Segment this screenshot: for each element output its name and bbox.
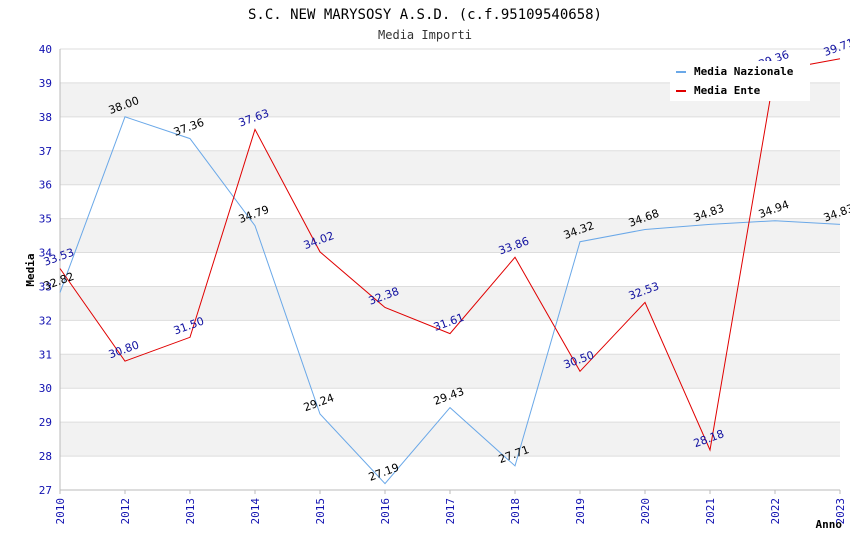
x-tick-label: 2014 [249,498,262,525]
y-tick-label: 35 [39,213,52,226]
x-tick-label: 2017 [444,498,457,525]
data-label: 37.36 [172,116,206,139]
x-tick-labels: 2010 2012 2013 2014 2015 2016 2017 2018 2019 2020… [54,498,847,525]
legend-box [670,61,810,101]
y-tick-label: 33 [39,280,52,293]
legend-label-media-nazionale: Media Nazionale [694,65,794,78]
chart-title: S.C. NEW MARYSOSY A.S.D. (c.f.9510954065… [248,7,602,23]
x-tick-label: 2013 [184,498,197,525]
y-tick-label: 27 [39,484,52,497]
y-tick-label: 28 [39,450,52,463]
grid-band [60,286,840,321]
y-tick-label: 38 [39,111,52,124]
data-label: 34.94 [757,198,791,221]
x-tick-label: 2019 [574,498,587,525]
y-tick-label: 39 [39,77,52,90]
x-tick-label: 2022 [769,498,782,525]
x-axis-label: Anno [816,518,843,531]
legend: Media Nazionale Media Ente [670,61,810,101]
grid-band [60,150,840,185]
x-tick-label: 2012 [119,498,132,525]
data-label: 39.71 [822,36,850,59]
chart-subtitle: Media Importi [378,28,472,42]
y-tick-label: 32 [39,314,52,327]
grid-band [60,354,840,389]
x-tick-label: 2021 [704,498,717,525]
x-tick-label: 2018 [509,498,522,525]
series-line-media-ente [59,58,841,452]
x-tick-label: 2010 [54,498,67,525]
y-tick-label: 34 [39,247,53,260]
x-tick-label: 2015 [314,498,327,525]
legend-label-media-ente: Media Ente [694,84,761,97]
x-tick-label: 2023 [834,498,847,525]
x-tick-label: 2020 [639,498,652,525]
y-tick-label: 37 [39,145,52,158]
y-tick-label: 40 [39,43,52,56]
y-tick-labels: 27 28 29 30 31 32 33 34 35 36 37 38 39 40 [39,43,53,497]
y-tick-label: 29 [39,416,52,429]
y-tick-label: 30 [39,382,52,395]
y-axis-label: Media [24,253,37,286]
data-label: 27.19 [367,461,401,484]
y-tick-label: 36 [39,179,52,192]
x-tick-label: 2016 [379,498,392,525]
series-lines [59,58,841,485]
axes [59,49,841,494]
y-tick-label: 31 [39,348,52,361]
series-line-media-nazionale [59,116,841,485]
